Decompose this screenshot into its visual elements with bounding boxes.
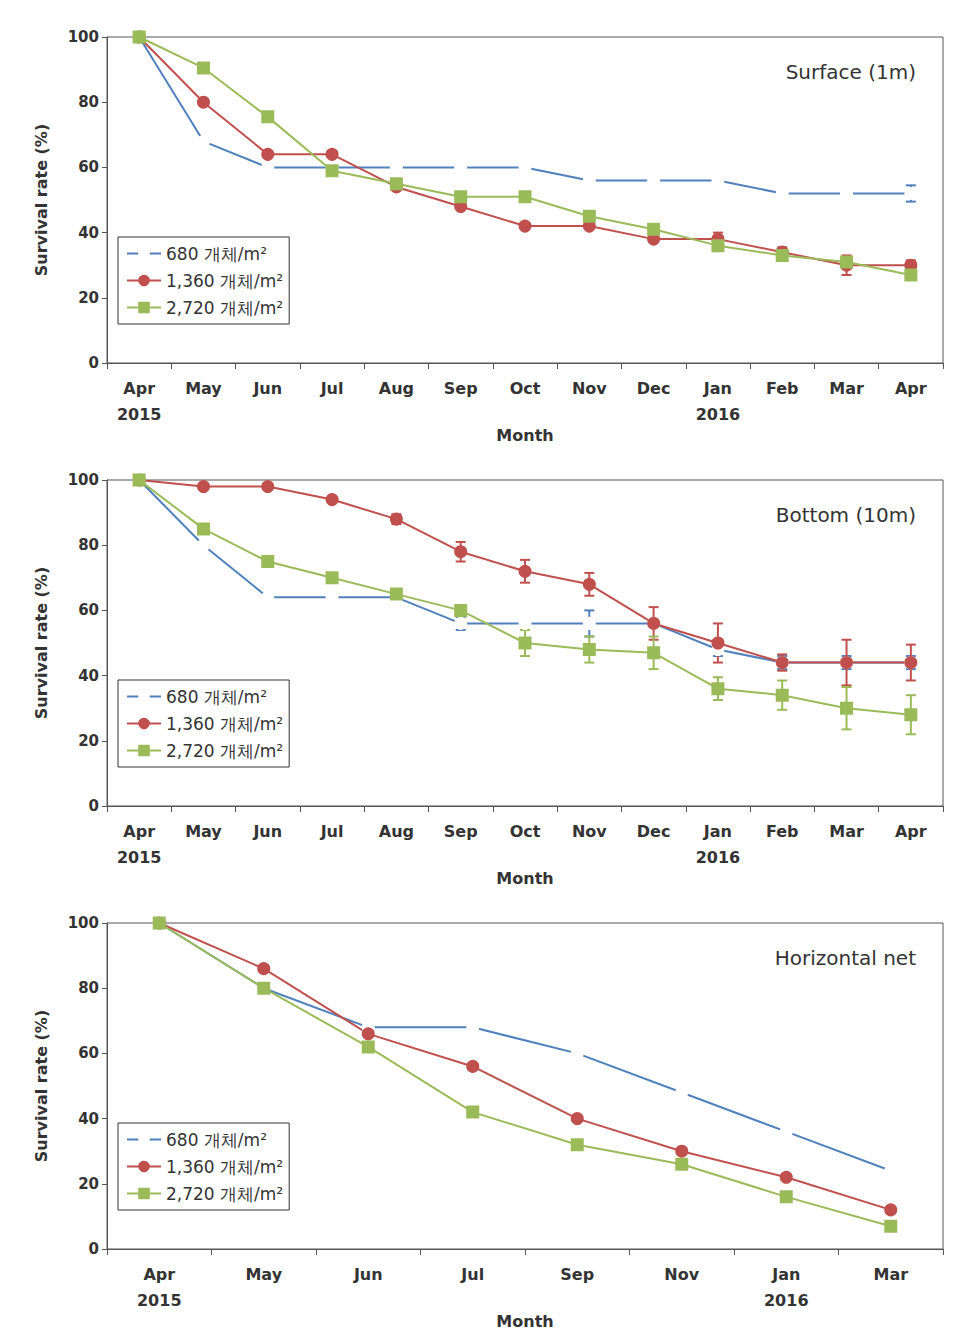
svg-text:2015: 2015 <box>117 405 162 424</box>
svg-text:Dec: Dec <box>637 822 671 841</box>
svg-text:Jan: Jan <box>771 1265 800 1284</box>
svg-text:Sep: Sep <box>444 379 478 398</box>
svg-text:Sep: Sep <box>560 1265 594 1284</box>
svg-text:Nov: Nov <box>664 1265 699 1284</box>
svg-text:1,360 개체/m²: 1,360 개체/m² <box>166 271 283 291</box>
svg-text:Apr: Apr <box>143 1265 175 1284</box>
svg-text:80: 80 <box>78 93 99 111</box>
svg-text:40: 40 <box>78 224 99 242</box>
svg-text:Apr: Apr <box>895 379 927 398</box>
svg-text:Dec: Dec <box>637 379 671 398</box>
svg-text:Survival rate (%): Survival rate (%) <box>32 124 51 276</box>
svg-text:80: 80 <box>78 979 99 997</box>
svg-text:Apr: Apr <box>895 822 927 841</box>
svg-text:Aug: Aug <box>379 822 414 841</box>
svg-text:1,360 개체/m²: 1,360 개체/m² <box>166 714 283 734</box>
svg-text:Oct: Oct <box>510 822 541 841</box>
svg-text:60: 60 <box>78 1044 99 1062</box>
svg-text:Month: Month <box>496 869 553 888</box>
svg-text:80: 80 <box>78 536 99 554</box>
svg-text:1,360 개체/m²: 1,360 개체/m² <box>166 1157 283 1177</box>
svg-text:Jul: Jul <box>460 1265 484 1284</box>
svg-text:40: 40 <box>78 1110 99 1128</box>
svg-text:100: 100 <box>68 914 99 932</box>
svg-text:Jun: Jun <box>252 379 282 398</box>
svg-text:Survival rate (%): Survival rate (%) <box>32 567 51 719</box>
svg-text:Aug: Aug <box>379 379 414 398</box>
svg-text:May: May <box>245 1265 282 1284</box>
svg-text:2016: 2016 <box>764 1291 809 1310</box>
svg-text:60: 60 <box>78 601 99 619</box>
svg-text:Jul: Jul <box>320 379 344 398</box>
svg-text:May: May <box>185 822 222 841</box>
svg-text:680 개체/m²: 680 개체/m² <box>166 1130 267 1150</box>
svg-text:Oct: Oct <box>510 379 541 398</box>
svg-text:100: 100 <box>68 28 99 46</box>
svg-text:0: 0 <box>89 797 99 815</box>
svg-text:Jan: Jan <box>703 379 732 398</box>
svg-text:2015: 2015 <box>137 1291 182 1310</box>
svg-text:Jun: Jun <box>252 822 282 841</box>
svg-text:Nov: Nov <box>572 379 607 398</box>
svg-text:Month: Month <box>496 426 553 445</box>
svg-text:Apr: Apr <box>123 822 155 841</box>
svg-text:0: 0 <box>89 1240 99 1258</box>
svg-text:Jan: Jan <box>703 822 732 841</box>
svg-text:Jun: Jun <box>353 1265 383 1284</box>
svg-text:Jul: Jul <box>320 822 344 841</box>
svg-text:2016: 2016 <box>696 405 741 424</box>
svg-text:60: 60 <box>78 158 99 176</box>
svg-text:Surface (1m): Surface (1m) <box>786 60 916 84</box>
svg-text:Mar: Mar <box>873 1265 908 1284</box>
svg-text:Apr: Apr <box>123 379 155 398</box>
svg-text:20: 20 <box>78 289 99 307</box>
svg-text:Horizontal net: Horizontal net <box>775 946 916 970</box>
svg-text:Nov: Nov <box>572 822 607 841</box>
svg-text:2,720 개체/m²: 2,720 개체/m² <box>166 298 283 318</box>
svg-text:2016: 2016 <box>696 848 741 867</box>
svg-text:0: 0 <box>89 354 99 372</box>
svg-text:2015: 2015 <box>117 848 162 867</box>
svg-text:Sep: Sep <box>444 822 478 841</box>
svg-text:Mar: Mar <box>829 822 864 841</box>
svg-text:20: 20 <box>78 732 99 750</box>
svg-text:Survival rate (%): Survival rate (%) <box>32 1010 51 1162</box>
svg-text:680 개체/m²: 680 개체/m² <box>166 687 267 707</box>
svg-text:Bottom (10m): Bottom (10m) <box>776 503 916 527</box>
svg-text:Mar: Mar <box>829 379 864 398</box>
svg-text:40: 40 <box>78 667 99 685</box>
svg-text:100: 100 <box>68 471 99 489</box>
svg-text:Month: Month <box>496 1312 553 1331</box>
svg-text:20: 20 <box>78 1175 99 1193</box>
svg-text:680 개체/m²: 680 개체/m² <box>166 244 267 264</box>
svg-text:2,720 개체/m²: 2,720 개체/m² <box>166 1184 283 1204</box>
svg-text:Feb: Feb <box>766 379 799 398</box>
svg-text:2,720 개체/m²: 2,720 개체/m² <box>166 741 283 761</box>
svg-text:May: May <box>185 379 222 398</box>
svg-text:Feb: Feb <box>766 822 799 841</box>
